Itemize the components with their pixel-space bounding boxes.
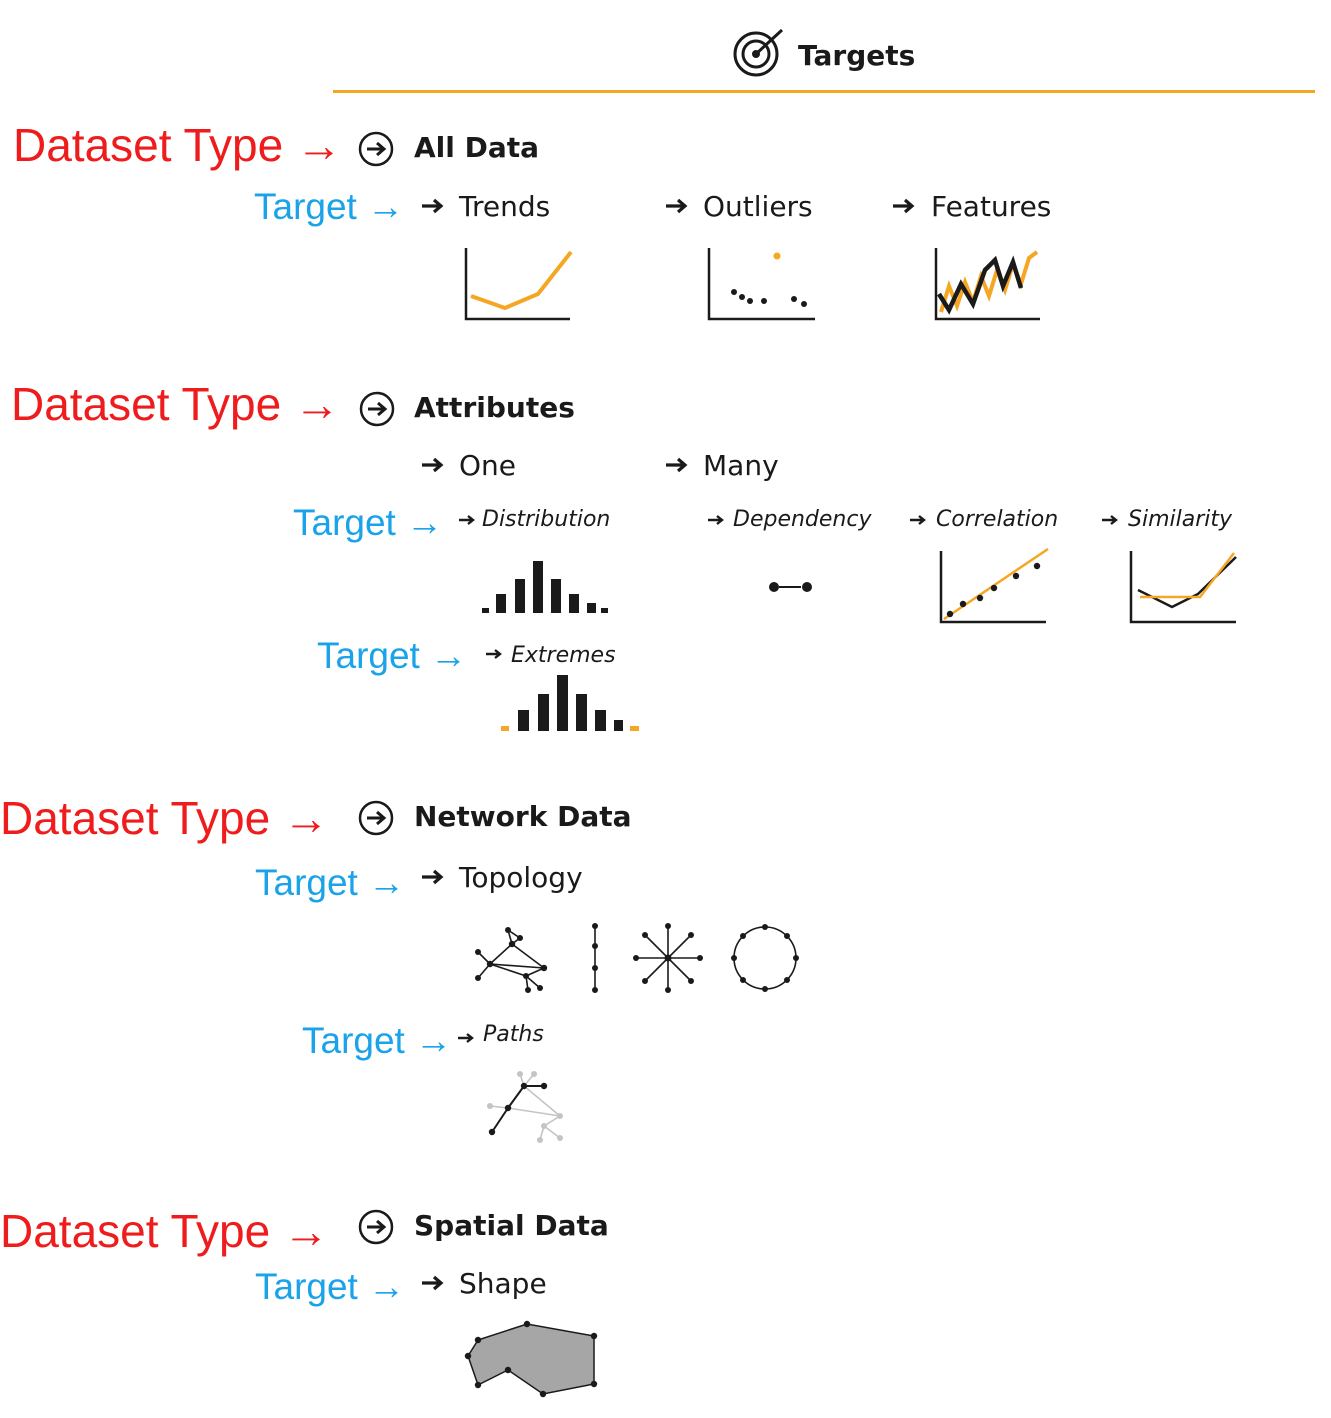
target-topology: Topology [459, 861, 583, 894]
target-label: Target → [254, 186, 405, 227]
arrow-icon [893, 198, 915, 214]
arrow-icon [422, 198, 444, 214]
target-extremes: Extremes [511, 643, 616, 668]
target-similarity: Similarity [1128, 507, 1233, 532]
small-arrow-icon [458, 1033, 474, 1043]
target-trends: Trends [459, 190, 551, 223]
small-arrow-icon [1102, 515, 1118, 525]
ring-graph-glyph [731, 924, 799, 992]
arrow-icon [666, 457, 688, 473]
section-title-attributes: Attributes [414, 391, 575, 424]
target-paths: Paths [483, 1022, 544, 1047]
small-arrow-icon [486, 649, 502, 659]
arrow-icon [422, 869, 444, 885]
small-arrow-icon [459, 515, 475, 525]
distribution-glyph [482, 561, 608, 613]
extremes-glyph [501, 675, 639, 731]
star-graph-glyph [633, 923, 703, 993]
paths-glyph [487, 1071, 563, 1143]
small-arrow-icon [708, 515, 724, 525]
target-features: Features [931, 190, 1052, 223]
arrow-icon [666, 198, 688, 214]
target-icon [733, 28, 784, 77]
shape-glyph [464, 1320, 598, 1398]
small-arrow-icon [910, 515, 926, 525]
similarity-glyph [1129, 551, 1237, 624]
dataset-type-label: Dataset Type → [0, 1205, 329, 1257]
dataset-type-label: Dataset Type → [13, 119, 342, 171]
chain-graph-glyph [592, 923, 598, 993]
correlation-glyph [939, 547, 1049, 624]
arrow-icon [422, 457, 444, 473]
target-label: Target → [317, 635, 468, 676]
dataset-type-label: Dataset Type → [0, 792, 329, 844]
circle-arrow-icon [358, 800, 394, 836]
target-outliers: Outliers [703, 190, 813, 223]
network-graph-glyph [475, 927, 548, 993]
circle-arrow-icon [359, 391, 395, 427]
section-title-network-data: Network Data [414, 800, 632, 833]
target-correlation: Correlation [936, 507, 1059, 532]
target-dependency: Dependency [733, 507, 872, 532]
target-label: Target → [255, 1266, 406, 1307]
target-label: Target → [293, 502, 444, 543]
trends-glyph [464, 248, 573, 321]
attributes-one: One [459, 449, 517, 482]
outliers-glyph [707, 248, 815, 321]
target-distribution: Distribution [482, 507, 611, 532]
header-rule [333, 90, 1315, 93]
circle-arrow-icon [358, 1209, 394, 1245]
section-title-spatial-data: Spatial Data [414, 1209, 609, 1242]
target-label: Target → [255, 862, 406, 903]
circle-arrow-icon [358, 131, 394, 167]
dependency-glyph [769, 582, 812, 592]
page-title: Targets [798, 39, 916, 72]
features-glyph [934, 248, 1040, 321]
target-label: Target → [302, 1020, 453, 1061]
section-title-all-data: All Data [414, 131, 540, 164]
arrow-icon [422, 1275, 444, 1291]
target-shape: Shape [459, 1267, 547, 1300]
dataset-type-label: Dataset Type → [11, 378, 340, 430]
attributes-many: Many [703, 449, 779, 482]
